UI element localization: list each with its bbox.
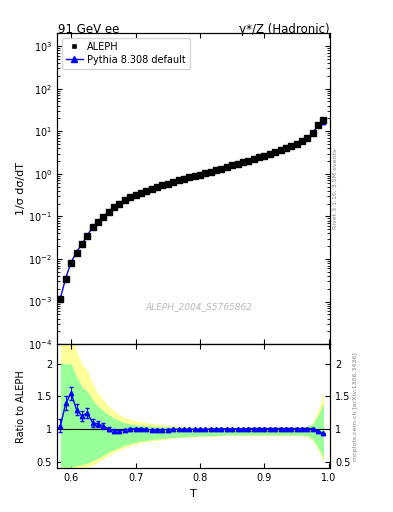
Text: γ*/Z (Hadronic): γ*/Z (Hadronic) (239, 23, 329, 36)
Legend: ALEPH, Pythia 8.308 default: ALEPH, Pythia 8.308 default (62, 38, 190, 69)
Text: ALEPH_2004_S5765862: ALEPH_2004_S5765862 (145, 302, 253, 311)
Text: 91 GeV ee: 91 GeV ee (58, 23, 119, 36)
Y-axis label: Rivet 3.1.10, 3.5M events: Rivet 3.1.10, 3.5M events (333, 148, 338, 229)
Y-axis label: 1/σ dσ/dT: 1/σ dσ/dT (16, 162, 26, 215)
Y-axis label: Ratio to ALEPH: Ratio to ALEPH (16, 370, 26, 443)
Y-axis label: mcplots.cern.ch [arXiv:1306.3436]: mcplots.cern.ch [arXiv:1306.3436] (353, 352, 358, 461)
X-axis label: T: T (190, 489, 197, 499)
